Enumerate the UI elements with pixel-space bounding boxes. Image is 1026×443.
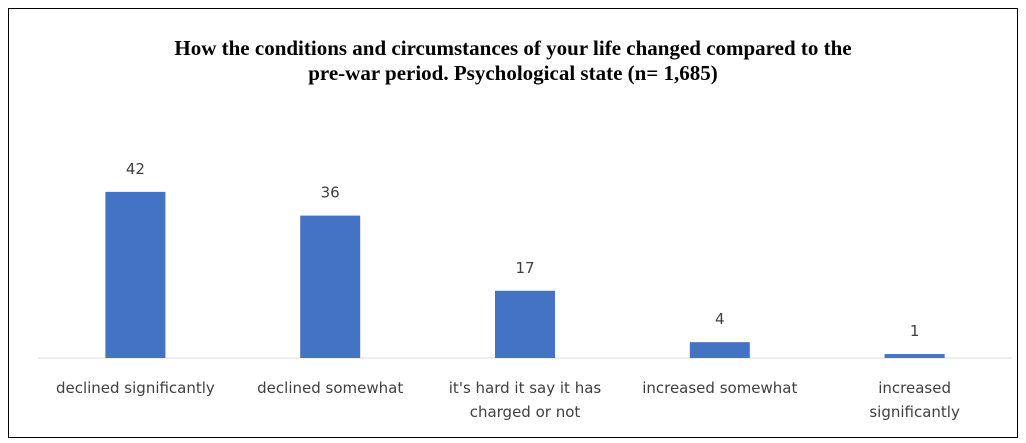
data-label: 42 [126, 160, 145, 178]
bar [105, 191, 166, 358]
x-tick-label: increased somewhat [642, 379, 798, 397]
chart-frame [8, 8, 1018, 438]
chart-title: How the conditions and circumstances of … [174, 36, 852, 85]
x-tick-label: it's hard it say it has charged or not [448, 379, 602, 421]
data-label: 1 [910, 322, 920, 340]
data-label: 4 [715, 310, 725, 328]
x-tick-label: declined significantly [55, 379, 215, 397]
x-tick-label: declined somewhat [257, 379, 404, 397]
data-label: 36 [321, 184, 340, 202]
bar [300, 215, 361, 358]
bar [884, 354, 945, 358]
x-tick-label: increased significantly [869, 379, 960, 421]
bar [689, 342, 750, 358]
bar [495, 290, 555, 358]
data-label: 17 [515, 259, 534, 277]
